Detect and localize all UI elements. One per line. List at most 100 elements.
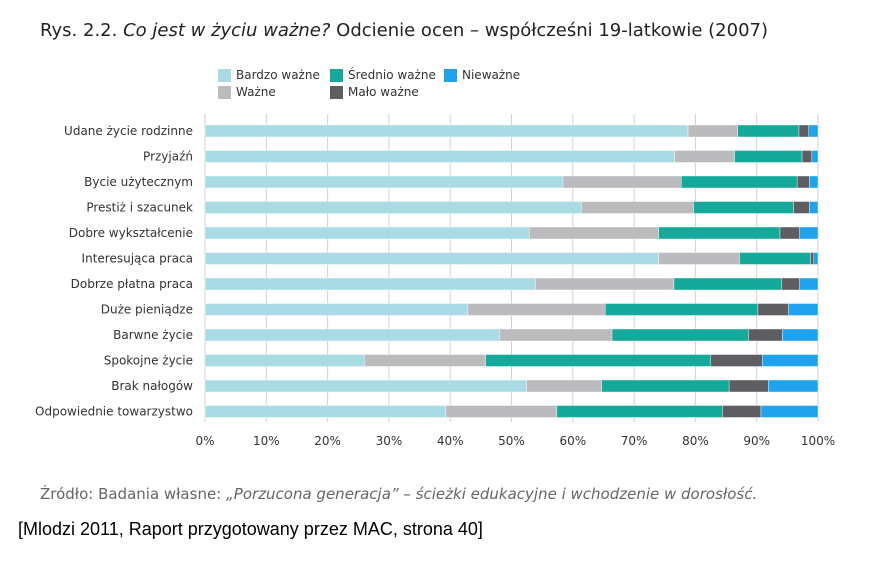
category-label: Dobrze płatna praca — [71, 277, 193, 291]
bar-segment — [204, 328, 501, 342]
bar-segment — [734, 150, 803, 163]
x-tick-label: 90% — [743, 434, 770, 448]
bar-segment — [204, 226, 530, 240]
title-prefix: Rys. 2.2. — [40, 20, 118, 41]
bar-segment — [810, 252, 814, 265]
bar-segment — [762, 354, 819, 367]
category-label: Odpowiednie towarzystwo — [35, 405, 193, 419]
bar-segment — [204, 252, 659, 265]
bar-segment — [748, 328, 783, 342]
legend-item-bardzo-wazne: Bardzo ważne — [218, 68, 320, 82]
bar-segment — [204, 379, 528, 393]
x-tick-label: 10% — [253, 434, 280, 448]
category-label: Udane życie rodzinne — [64, 124, 193, 138]
bar-segment — [535, 277, 675, 291]
legend-swatch — [218, 68, 231, 82]
source-title: „Porzucona generacja” – ścieżki edukacyj… — [226, 485, 758, 503]
bar-segment — [768, 379, 819, 393]
x-tick-label: 80% — [682, 434, 709, 448]
legend-label: Mało ważne — [348, 85, 419, 99]
category-label: Brak nałogów — [111, 379, 193, 393]
bar-segment — [204, 175, 564, 189]
bar-segment — [529, 226, 659, 240]
bar-segment — [485, 354, 711, 367]
bar-segment — [809, 175, 819, 189]
bar-segment — [499, 328, 613, 342]
bar-segment — [798, 124, 810, 138]
legend-swatch — [218, 85, 231, 99]
citation-note: [Mlodzi 2011, Raport przygotowany przez … — [18, 519, 483, 539]
bar-segment — [808, 124, 819, 138]
bar-segment — [722, 405, 762, 418]
bar-segment — [757, 303, 789, 316]
bar-segment — [445, 405, 558, 418]
bar-segment — [813, 252, 819, 265]
bar-segment — [728, 379, 769, 393]
bar-segment — [793, 201, 810, 214]
bar-segment — [204, 277, 536, 291]
bar-segment — [204, 124, 689, 138]
legend-item-niewazne: Nieważne — [444, 68, 520, 82]
legend-item-malo-wazne: Mało ważne — [330, 85, 419, 99]
x-tick-label: 30% — [376, 434, 403, 448]
bar-segment — [687, 124, 738, 138]
bar-segment — [681, 175, 798, 189]
bar-segment — [693, 201, 794, 214]
legend-swatch — [330, 68, 343, 82]
category-label: Spokojne życie — [104, 354, 193, 368]
category-label: Przyjaźń — [143, 150, 193, 164]
bar-segment — [467, 303, 606, 316]
bar-segment — [673, 277, 783, 291]
bar-segment — [204, 303, 469, 316]
chart-title: Rys. 2.2. Co jest w życiu ważne? Odcieni… — [40, 20, 768, 41]
bar-segment — [658, 252, 740, 265]
bar-segment — [760, 405, 819, 418]
bar-segment — [782, 328, 819, 342]
bar-segment — [779, 226, 800, 240]
x-tick-label: 0% — [195, 434, 214, 448]
bar-segment — [204, 150, 675, 163]
x-tick-label: 20% — [314, 434, 341, 448]
bar-segment — [796, 175, 810, 189]
bar-segment — [799, 226, 819, 240]
bar-segment — [658, 226, 781, 240]
bar-segment — [811, 150, 819, 163]
bar-segment — [611, 328, 749, 342]
bar-segment — [204, 405, 447, 418]
bar-segment — [605, 303, 759, 316]
legend-item-srednio-wazne: Średnio ważne — [330, 68, 436, 82]
bar-segment — [809, 201, 819, 214]
category-label: Prestiż i szacunek — [86, 201, 193, 215]
x-tick-label: 60% — [559, 434, 586, 448]
title-rest: Odcienie ocen – współcześni 19-latkowie … — [336, 20, 768, 41]
category-label: Bycie użytecznym — [84, 175, 193, 189]
bar-segment — [556, 405, 723, 418]
x-tick-label: 70% — [621, 434, 648, 448]
legend-label: Ważne — [236, 85, 276, 99]
bar-segment — [801, 150, 813, 163]
category-label: Dobre wykształcenie — [69, 226, 193, 240]
source-lead: Źródło: Badania własne: — [40, 485, 226, 503]
category-label: Interesująca praca — [82, 252, 193, 266]
bar-segment — [710, 354, 763, 367]
category-label: Barwne życie — [113, 328, 193, 342]
bar-segment — [739, 252, 811, 265]
legend-label: Nieważne — [462, 68, 521, 82]
bar-segment — [737, 124, 800, 138]
bar-segment — [526, 379, 602, 393]
x-tick-label: 40% — [437, 434, 464, 448]
legend-item-wazne: Ważne — [218, 85, 276, 99]
bar-segment — [364, 354, 486, 367]
x-tick-label: 50% — [498, 434, 525, 448]
category-label: Duże pieniądze — [101, 303, 193, 317]
bar-segment — [204, 354, 365, 367]
bar-segment — [204, 201, 582, 214]
stacked-bar-chart: 0% 10% 20% 30% 40% 50% 60% 70% 80% 90% 100% Udane ż… — [35, 114, 835, 448]
bar-segment — [781, 277, 800, 291]
legend-swatch — [330, 85, 343, 99]
legend-label: Bardzo ważne — [236, 68, 320, 82]
bar-segment — [674, 150, 735, 163]
title-question: Co jest w życiu ważne? — [123, 20, 331, 41]
bar-segment — [562, 175, 682, 189]
x-tick-label: 100% — [801, 434, 835, 448]
